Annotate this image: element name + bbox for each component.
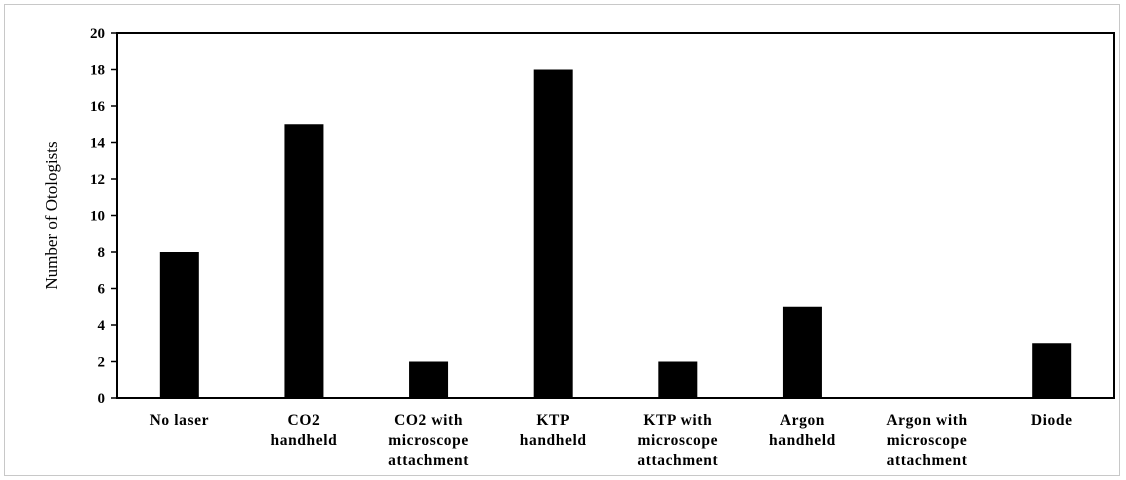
bar xyxy=(533,69,573,398)
x-category-label-line: KTP xyxy=(536,412,570,429)
x-category-label: Argon handheld xyxy=(769,412,836,449)
x-category-label: CO2 with microscope attachment xyxy=(388,412,469,469)
x-category-label: CO2 handheld xyxy=(271,412,338,449)
x-category-label-line: attachment xyxy=(887,452,968,469)
x-category-label-line: attachment xyxy=(637,452,718,469)
x-category-label-line: Argon with xyxy=(886,412,967,429)
x-category-label: Argon with microscope attachment xyxy=(886,412,967,469)
y-tick-label: 18 xyxy=(90,63,105,79)
y-tick-label: 4 xyxy=(98,318,106,334)
y-tick-label: 8 xyxy=(98,245,106,261)
x-category-label-line: attachment xyxy=(388,452,469,469)
x-category-label-line: Argon xyxy=(780,412,825,429)
y-axis-title: Number of Otologists xyxy=(42,141,61,289)
x-category-label: KTP with microscope attachment xyxy=(637,412,718,469)
x-category-label-line: KTP with xyxy=(643,412,712,429)
x-category-label-line: handheld xyxy=(769,432,836,449)
x-category-label: Diode xyxy=(1031,412,1073,429)
x-category-label-line: handheld xyxy=(520,432,587,449)
bars xyxy=(159,69,1072,398)
bar xyxy=(409,361,449,398)
y-tick-label: 16 xyxy=(90,99,106,115)
bar xyxy=(782,306,822,398)
y-tick-label: 12 xyxy=(90,172,105,188)
x-axis-labels: No laser CO2 handheld CO2 with microscope att… xyxy=(150,412,1073,469)
bar xyxy=(1032,343,1072,398)
plot-area-border xyxy=(116,32,1115,399)
bar xyxy=(159,252,199,398)
x-category-label-line: microscope xyxy=(388,432,469,449)
y-tick-label: 0 xyxy=(98,391,106,407)
x-category-label-line: microscope xyxy=(638,432,719,449)
x-category-label-line: Diode xyxy=(1031,412,1073,429)
x-category-label-line: CO2 xyxy=(288,412,321,429)
x-category-label: No laser xyxy=(150,412,209,429)
x-category-label: KTP handheld xyxy=(520,412,587,449)
y-tick-label: 14 xyxy=(90,136,106,152)
x-category-label-line: microscope xyxy=(887,432,968,449)
y-tick-label: 20 xyxy=(90,26,105,42)
x-category-label-line: handheld xyxy=(271,432,338,449)
bar xyxy=(284,124,324,398)
x-category-label-line: CO2 with xyxy=(394,412,463,429)
y-axis-ticks: 0 2 4 6 8 10 12 14 16 18 20 xyxy=(90,26,117,407)
bar xyxy=(658,361,698,398)
y-tick-label: 10 xyxy=(90,209,105,225)
y-tick-label: 2 xyxy=(98,355,106,371)
y-tick-label: 6 xyxy=(98,282,106,298)
x-category-label-line: No laser xyxy=(150,412,209,429)
